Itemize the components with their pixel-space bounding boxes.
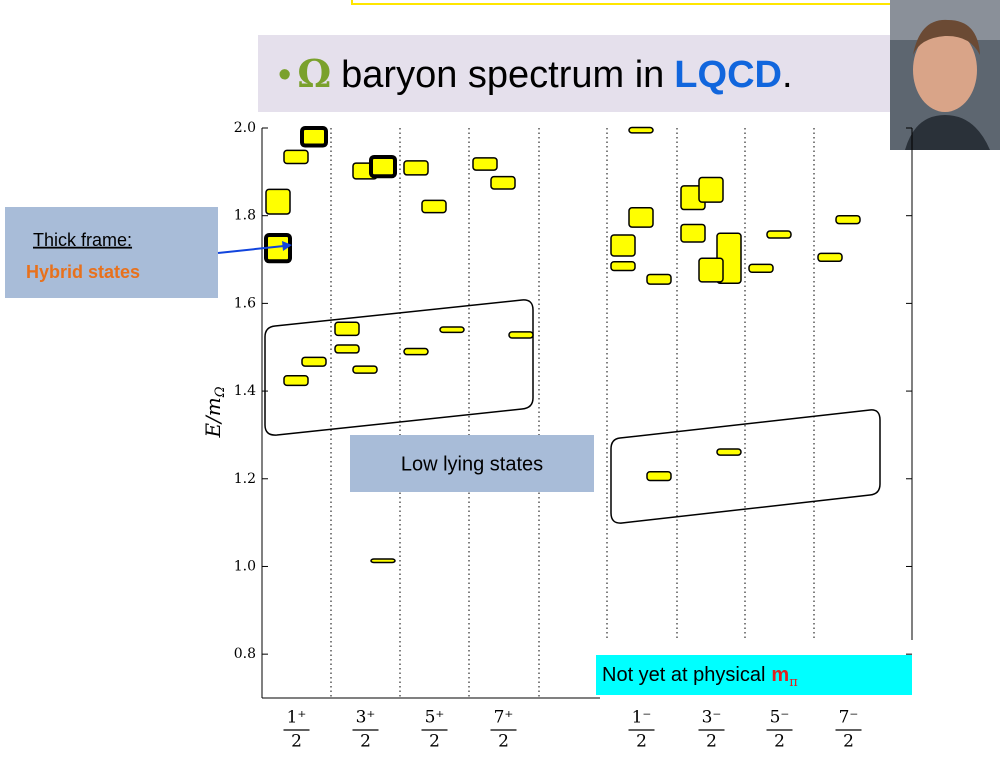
y-tick-label: 2.0 [234, 120, 256, 136]
x-tick-label: 2 [774, 732, 785, 752]
level [266, 189, 290, 214]
x-tick-label: 7⁺ [494, 708, 514, 728]
level [473, 158, 497, 170]
level [611, 262, 635, 271]
level [647, 274, 671, 284]
level [836, 216, 860, 224]
plot: 0.8 1.0 1.2 1.4 1.6 1.8 2.0 [234, 120, 912, 698]
x-tick-label: 3⁻ [702, 708, 722, 728]
x-tick-label: 2 [706, 732, 717, 752]
level [509, 332, 533, 338]
level [302, 357, 326, 366]
x-tick-label: 2 [636, 732, 647, 752]
x-tick-label: 2 [843, 732, 854, 752]
level [371, 559, 395, 563]
y-tick-label: 0.8 [234, 646, 256, 662]
level [629, 208, 653, 227]
y-axis-label: E/mΩ [201, 386, 228, 438]
level [353, 366, 377, 373]
y-tick-label: 1.4 [234, 383, 256, 399]
x-tick-label: 2 [498, 732, 509, 752]
level [284, 150, 308, 163]
hybrid-level [302, 128, 326, 146]
level [629, 128, 653, 133]
top-bar [352, 0, 900, 4]
x-tick-label: 5⁺ [425, 708, 445, 728]
x-tick-label: 2 [429, 732, 440, 752]
callout-box [5, 207, 218, 298]
level [749, 264, 773, 272]
page: {"chart_data": {"type": "levels", "title… [0, 0, 1000, 758]
y-tick-label: 1.2 [234, 471, 256, 487]
x-tick-label: 2 [360, 732, 371, 752]
y-tick-label: 1.6 [234, 295, 256, 311]
group-outline [265, 300, 533, 435]
level [699, 258, 723, 282]
level [699, 178, 723, 203]
x-tick-label: 2 [291, 732, 302, 752]
level [335, 322, 359, 335]
level [491, 177, 515, 189]
y-tick-label: 1.0 [234, 558, 256, 574]
callout-label: Thick frame: [33, 230, 132, 250]
level [404, 161, 428, 175]
level [284, 376, 308, 386]
level [818, 253, 842, 261]
level [767, 231, 791, 238]
level [681, 224, 705, 242]
level [422, 200, 446, 212]
x-tick-label: 3⁺ [356, 708, 376, 728]
callout-value: Hybrid states [26, 262, 140, 282]
level [404, 349, 428, 355]
x-tick-label: 1⁻ [632, 708, 652, 728]
level [440, 327, 464, 332]
hybrid-level [371, 157, 395, 176]
x-tick-label: 5⁻ [770, 708, 790, 728]
level [717, 449, 741, 455]
level [647, 472, 671, 481]
slide: •Ωbaryon spectrum inLQCD. 0.8 1.0 1.2 1.4 1.… [0, 0, 1000, 758]
level [611, 235, 635, 256]
y-tick-label: 1.8 [234, 208, 256, 224]
x-tick-label: 1⁺ [287, 708, 307, 728]
x-tick-label: 7⁻ [839, 708, 859, 728]
level [335, 345, 359, 353]
note: Low lying states [401, 453, 543, 475]
